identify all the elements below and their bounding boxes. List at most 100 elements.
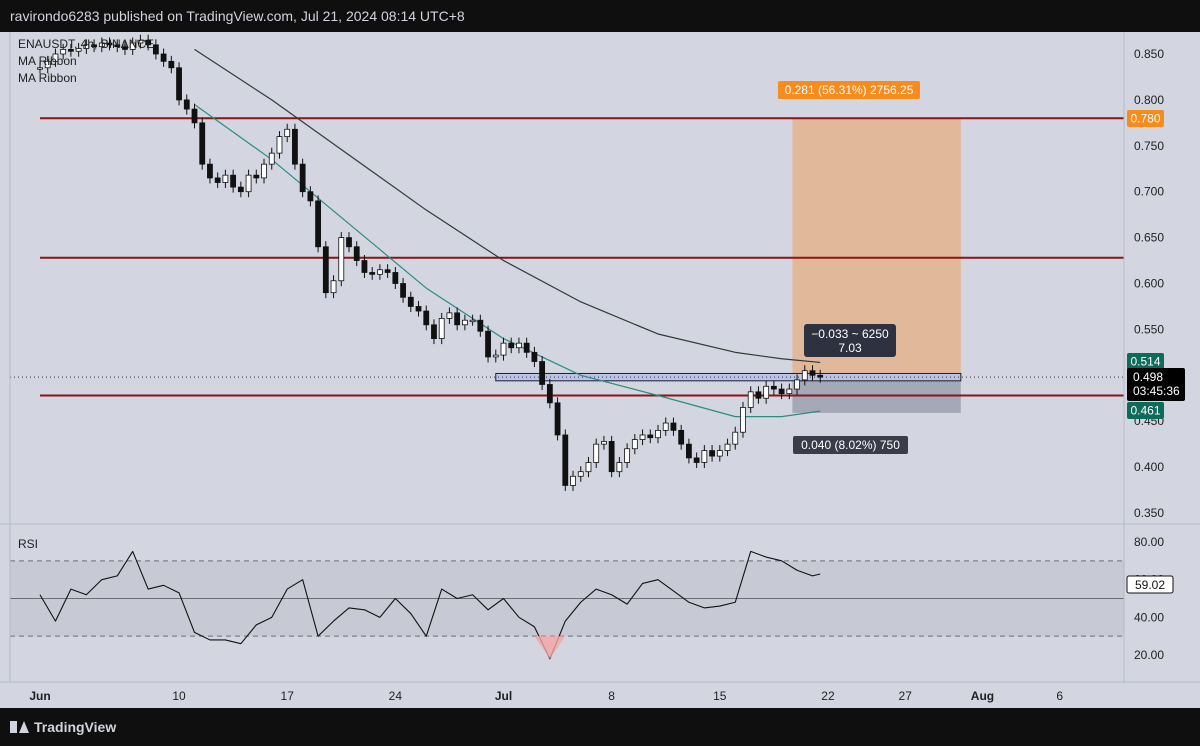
candle-body	[207, 163, 213, 179]
candle-body	[137, 39, 144, 44]
candle-body	[75, 48, 82, 52]
time-axis-tick: 8	[608, 689, 615, 703]
candle-body	[400, 283, 406, 298]
candle-body	[554, 402, 561, 436]
candle-body	[786, 388, 793, 395]
candle-body	[585, 462, 592, 473]
price-axis-tick: 0.800	[1134, 93, 1164, 107]
candle-body	[616, 462, 623, 473]
tradingview-logo-icon	[10, 721, 29, 733]
price-axis-tick: 0.600	[1134, 277, 1164, 291]
candle-body	[384, 269, 391, 273]
publisher-text: ravirondo6283 published on TradingView.c…	[10, 8, 465, 24]
candle-body	[485, 330, 491, 358]
price-tag-ema-lower: 0.461	[1130, 404, 1160, 418]
candle-body	[83, 44, 90, 49]
candle-body	[330, 280, 337, 294]
candle-body	[284, 128, 291, 138]
risk-label-bg	[793, 436, 908, 454]
time-axis-tick: 10	[172, 689, 186, 703]
candle-body	[431, 324, 437, 339]
rsi-line	[39, 550, 821, 660]
candle-body	[122, 46, 128, 50]
price-axis-tick: 0.550	[1134, 322, 1164, 336]
candle-body	[68, 49, 74, 52]
candle-body	[129, 42, 136, 50]
candle-body	[369, 272, 376, 275]
candle-body	[701, 450, 708, 463]
measure-line-1: −0.033 ~ 6250	[811, 327, 889, 341]
time-axis-tick: 27	[899, 689, 913, 703]
candle-body	[338, 237, 345, 282]
candle-body	[199, 122, 206, 165]
time-axis-tick: 17	[281, 689, 295, 703]
candle-body	[747, 391, 754, 408]
candle-body	[624, 448, 630, 463]
rsi-axis-tick: 40.00	[1134, 610, 1164, 624]
price-axis-tick: 0.650	[1134, 231, 1164, 245]
chart-area[interactable]: RSI 0.850 0.800 0.750 0.700 0.650 0.600 0.550 0…	[0, 32, 1200, 708]
candle-body	[91, 44, 97, 48]
candle-body	[662, 422, 669, 431]
candle-body	[353, 246, 360, 261]
time-axis-tick: 6	[1056, 689, 1063, 703]
candle-body	[44, 60, 51, 69]
rsi-label: RSI	[18, 537, 38, 551]
candle-body	[276, 136, 283, 154]
candle-body	[516, 342, 522, 349]
candle-body	[160, 53, 167, 62]
measure-line-2: 7.03	[838, 341, 862, 355]
tradingview-logo[interactable]: TradingView	[10, 719, 116, 735]
candle-body	[415, 306, 422, 312]
candle-body	[655, 429, 661, 439]
candle-body	[801, 370, 808, 381]
candle-body	[230, 174, 237, 188]
time-axis-tick: 22	[821, 689, 835, 703]
rsi-pane: RSI	[10, 537, 1124, 660]
candle-body	[60, 49, 67, 55]
candle-body	[315, 200, 322, 248]
candle-body	[52, 53, 59, 62]
price-axis-tick: 0.350	[1134, 506, 1164, 520]
rsi-oversold-area	[534, 636, 566, 659]
ma-slow-line	[194, 48, 821, 364]
rsi-value-tag-bg	[1126, 575, 1174, 594]
price-tag-ema-upper: 0.514	[1130, 355, 1160, 369]
candle-body	[678, 429, 685, 445]
price-tag-countdown: 03:45:36	[1133, 384, 1180, 398]
candle-body	[261, 163, 267, 179]
price-axis-tick: 0.400	[1134, 460, 1164, 474]
candle-body	[245, 174, 252, 193]
risk-label: 0.040 (8.02%) 750	[801, 438, 900, 452]
candle-body	[639, 434, 646, 440]
candle-body	[114, 44, 121, 48]
price-pane	[10, 34, 1124, 491]
candle-body	[168, 60, 175, 69]
legend-ribbon-2: MA Ribbon	[18, 71, 77, 85]
price-tag-ema-lower-bg	[1127, 402, 1164, 419]
price-axis-tick: 0.850	[1134, 47, 1164, 61]
candle-body	[546, 384, 553, 404]
candle-body	[407, 296, 414, 307]
candle-body	[477, 319, 484, 332]
candle-body	[500, 342, 507, 356]
candle-body	[492, 354, 499, 358]
overlays: ENAUSDT, 4h, BINANCE MA Ribbon MA Ribbon 0.…	[18, 37, 1185, 594]
candle-body	[469, 319, 476, 323]
candle-body	[446, 312, 453, 319]
candle-body	[670, 422, 677, 431]
candle-body	[539, 361, 546, 385]
target-label: 0.281 (56.31%) 2756.25	[785, 83, 914, 97]
candle-body	[686, 443, 692, 459]
candle-body	[570, 475, 576, 486]
candle-body	[222, 174, 229, 183]
candle-body	[392, 272, 399, 284]
candle-body	[577, 471, 584, 477]
candle-body	[145, 39, 152, 46]
candle-body	[778, 388, 785, 395]
candle-body	[438, 317, 445, 339]
candle-body	[508, 342, 515, 349]
price-tag-current: 0.498	[1133, 370, 1163, 384]
candle-body	[237, 186, 244, 193]
candle-body	[307, 191, 314, 202]
